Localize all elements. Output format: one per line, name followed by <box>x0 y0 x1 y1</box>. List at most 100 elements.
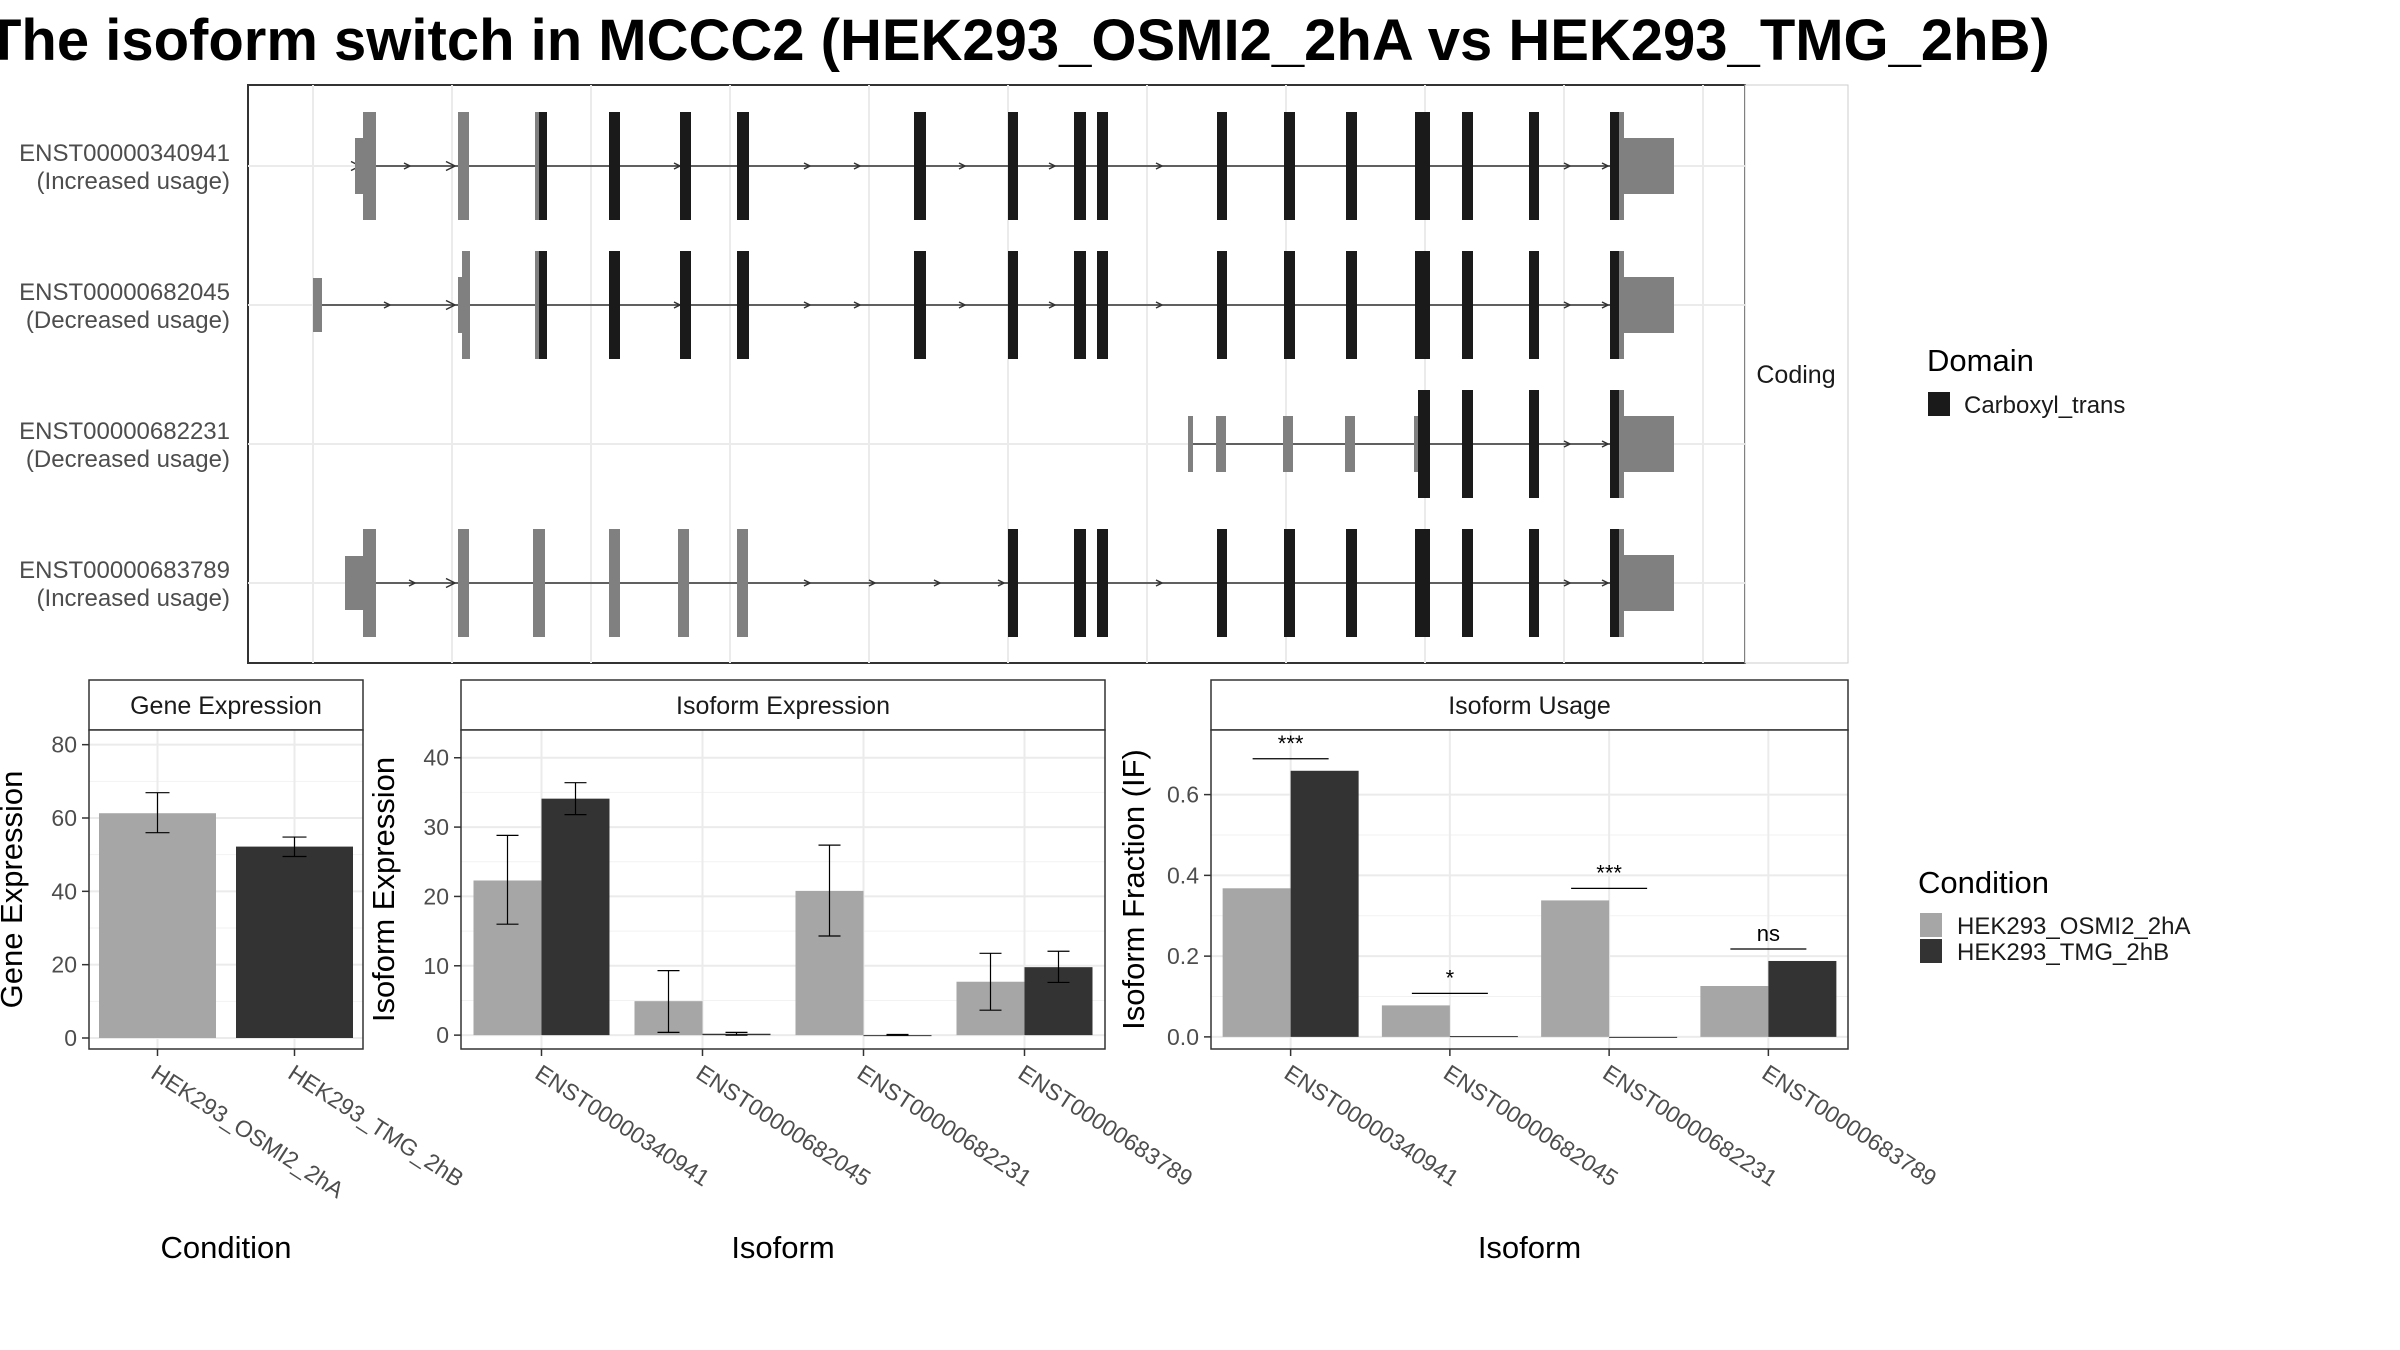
domain-exon-ENST00000682045-13 <box>1284 251 1295 359</box>
y-axis-title-2: Isoform Fraction (IF) <box>1116 749 1151 1030</box>
domain-exon-ENST00000340941-11 <box>1097 112 1108 220</box>
direction-arrow-ENST00000683789-5 <box>997 579 1006 587</box>
panel-0: Gene Expression020406080HEK293_OSMI2_2hA… <box>0 679 468 1265</box>
direction-arrow-ENST00000683789-3 <box>868 579 877 587</box>
y-tick-label-0-3: 60 <box>51 805 77 831</box>
facet-strip <box>1744 84 1849 664</box>
panel-2: Isoform Usage*******ns0.00.20.40.6ENST00… <box>1116 679 1942 1265</box>
x-tick-label-1-1: ENST00000682045 <box>692 1059 876 1191</box>
facet-strip-label: Coding <box>1756 361 1835 389</box>
domain-exon-ENST00000682045-10 <box>1074 251 1086 359</box>
panel-strip-2 <box>1210 679 1849 731</box>
figure-title: The isoform switch in MCCC2 (HEK293_OSMI… <box>0 8 2050 73</box>
bar-2-1-0 <box>1290 770 1359 1037</box>
bar-2-0-1 <box>1381 1005 1450 1037</box>
significance-label-0: *** <box>1278 731 1304 756</box>
transcript-note-ENST00000682231: (Decreased usage) <box>26 446 230 473</box>
panel-strip-0 <box>88 679 364 731</box>
domain-exon-ENST00000340941-15 <box>1415 112 1430 220</box>
y-tick-label-1-3: 30 <box>423 814 449 840</box>
utr-exon-ENST00000683789-3 <box>533 529 545 637</box>
utr-exon-ENST00000340941-3 <box>535 112 539 220</box>
utr-exon-ENST00000340941-19 <box>1619 112 1624 220</box>
direction-arrow-ENST00000340941-5 <box>853 162 862 170</box>
domain-exon-ENST00000340941-14 <box>1346 112 1357 220</box>
y-tick-label-2-1: 0.2 <box>1167 943 1199 969</box>
direction-arrow-ENST00000340941-2 <box>445 160 457 172</box>
x-tick-label-2-3: ENST00000683789 <box>1758 1059 1942 1191</box>
direction-arrow-ENST00000683789-2 <box>803 579 812 587</box>
direction-arrow-ENST00000683789-7 <box>1563 579 1572 587</box>
utr-exon-ENST00000340941-0 <box>355 138 363 194</box>
x-tick-label-1-3: ENST00000683789 <box>1014 1059 1198 1191</box>
condition-legend-label-1: HEK293_TMG_2hB <box>1957 939 2169 966</box>
utr-exon-ENST00000340941-2 <box>458 112 469 220</box>
y-tick-label-2-2: 0.4 <box>1167 862 1199 888</box>
panel-title-0: Gene Expression <box>130 692 322 720</box>
utr-exon-ENST00000682045-1 <box>458 277 462 333</box>
x-tick-label-2-2: ENST00000682231 <box>1598 1059 1782 1191</box>
utr-exon-ENST00000683789-5 <box>678 529 689 637</box>
direction-arrow-ENST00000683789-4 <box>933 579 942 587</box>
utr-exon-ENST00000682231-9 <box>1619 390 1624 498</box>
bar-2-1-3 <box>1768 960 1837 1037</box>
domain-exon-ENST00000682045-15 <box>1415 251 1430 359</box>
transcript-id-ENST00000340941: ENST00000340941 <box>19 140 230 167</box>
y-tick-label-0-4: 80 <box>51 732 77 758</box>
utr-exon-ENST00000340941-1 <box>363 112 376 220</box>
domain-exon-ENST00000683789-8 <box>1074 529 1086 637</box>
direction-arrow-ENST00000682231-1 <box>1601 440 1610 448</box>
utr-exon-ENST00000682045-19 <box>1619 251 1624 359</box>
bar-2-0-0 <box>1222 888 1291 1037</box>
direction-arrow-ENST00000683789-1 <box>445 577 457 589</box>
domain-exon-ENST00000683789-14 <box>1462 529 1473 637</box>
utr-exon-ENST00000683789-2 <box>458 529 469 637</box>
utr-exon-ENST00000682045-20 <box>1624 277 1674 333</box>
domain-exon-ENST00000683789-11 <box>1284 529 1295 637</box>
utr-exon-ENST00000683789-4 <box>609 529 620 637</box>
utr-exon-ENST00000682231-2 <box>1283 416 1293 472</box>
utr-exon-ENST00000682231-4 <box>1414 416 1418 472</box>
direction-arrow-ENST00000340941-8 <box>1155 162 1164 170</box>
x-tick-label-1-2: ENST00000682231 <box>853 1059 1037 1191</box>
x-axis-title-1: Isoform <box>731 1230 834 1265</box>
domain-exon-ENST00000340941-18 <box>1610 112 1619 220</box>
y-tick-label-0-2: 40 <box>51 878 77 904</box>
transcript-note-ENST00000340941: (Increased usage) <box>37 168 230 195</box>
significance-label-1: * <box>1446 965 1455 990</box>
domain-legend-key-0 <box>1928 392 1950 416</box>
direction-arrow-ENST00000340941-7 <box>1048 162 1057 170</box>
panel-title-1: Isoform Expression <box>676 692 890 720</box>
direction-arrow-ENST00000683789-8 <box>1601 579 1610 587</box>
domain-exon-ENST00000682045-16 <box>1462 251 1473 359</box>
panel-border-0 <box>88 729 364 1050</box>
utr-exon-ENST00000683789-0 <box>345 556 365 610</box>
domain-exon-ENST00000340941-8 <box>914 112 926 220</box>
direction-arrow-ENST00000682045-4 <box>853 301 862 309</box>
direction-arrow-ENST00000340941-6 <box>958 162 967 170</box>
domain-exon-ENST00000682045-17 <box>1529 251 1539 359</box>
transcript-id-ENST00000683789: ENST00000683789 <box>19 557 230 584</box>
domain-exon-ENST00000682045-12 <box>1217 251 1227 359</box>
utr-exon-ENST00000682045-3 <box>535 251 539 359</box>
domain-exon-ENST00000683789-16 <box>1610 529 1619 637</box>
utr-exon-ENST00000682045-2 <box>462 251 470 359</box>
domain-exon-ENST00000682045-9 <box>1008 251 1018 359</box>
domain-exon-ENST00000340941-10 <box>1074 112 1086 220</box>
domain-exon-ENST00000340941-12 <box>1217 112 1227 220</box>
utr-exon-ENST00000682231-0 <box>1188 416 1193 472</box>
bar-2-1-2 <box>1609 1036 1678 1038</box>
utr-exon-ENST00000682045-0 <box>313 278 322 332</box>
domain-legend-title: Domain <box>1927 343 2034 378</box>
domain-exon-ENST00000683789-10 <box>1217 529 1227 637</box>
y-tick-label-1-0: 0 <box>436 1022 449 1048</box>
domain-exon-ENST00000340941-6 <box>680 112 691 220</box>
direction-arrow-ENST00000683789-6 <box>1155 579 1164 587</box>
bar-1-1-0 <box>541 798 610 1036</box>
transcript-note-ENST00000682045: (Decreased usage) <box>26 307 230 334</box>
domain-exon-ENST00000683789-7 <box>1008 529 1018 637</box>
bar-chart-panels: Gene Expression020406080HEK293_OSMI2_2hA… <box>0 679 1942 1265</box>
domain-exon-ENST00000682045-14 <box>1346 251 1357 359</box>
domain-exon-ENST00000682045-7 <box>737 251 749 359</box>
y-tick-label-1-4: 40 <box>423 745 449 771</box>
